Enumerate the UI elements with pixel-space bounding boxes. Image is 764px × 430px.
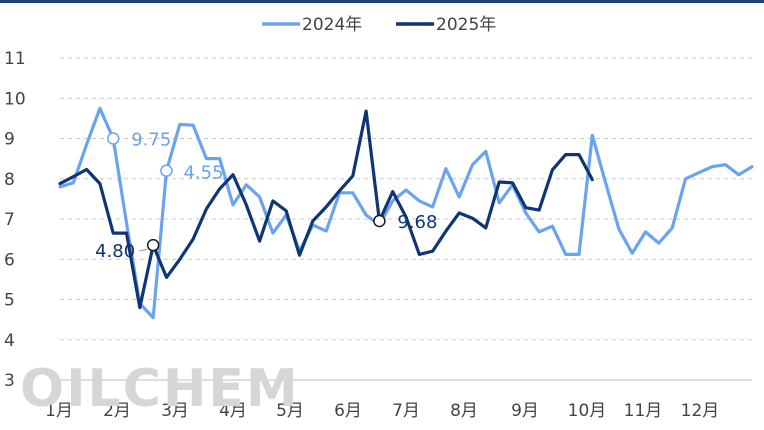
annotation-marker-4.55 <box>160 164 173 177</box>
legend[interactable]: 2024年 2025年 <box>262 15 496 35</box>
annotation-label-4.80: 4.80 <box>95 241 135 262</box>
series-line-2025年 <box>58 109 594 310</box>
y-tick-label-5: 5 <box>4 291 15 311</box>
annotation-marker-9.75 <box>106 132 120 145</box>
x-tick-label-8: 8月 <box>450 401 478 421</box>
annotation-label-4.55: 4.55 <box>183 163 223 184</box>
annotation-label-9.75: 9.75 <box>131 130 171 151</box>
x-tick-label-1: 1月 <box>45 401 73 421</box>
y-tick-label-3: 3 <box>4 371 15 391</box>
top-rule <box>0 0 764 3</box>
annotation-leader-4.80 <box>139 248 148 252</box>
annotation-marker-9.68 <box>373 214 386 228</box>
y-axis: 3 4 5 6 7 8 9 10 11 <box>4 49 26 391</box>
x-tick-label-7: 7月 <box>392 401 420 421</box>
series-group <box>58 106 754 320</box>
x-tick-label-6: 6月 <box>334 401 362 421</box>
legend-label-2024: 2024年 <box>302 15 362 35</box>
x-tick-label-10: 10月 <box>568 401 607 421</box>
x-tick-label-4: 4月 <box>219 401 247 421</box>
x-tick-label-11: 11月 <box>624 401 663 421</box>
y-tick-label-7: 7 <box>4 210 15 230</box>
annotations: 9.75 4.55 4.80 9.68 <box>95 130 437 263</box>
watermark-logo: OILCHEM <box>20 359 300 419</box>
y-tick-label-10: 10 <box>4 89 26 109</box>
series-line-2024年 <box>58 106 754 320</box>
y-tick-label-8: 8 <box>4 170 15 190</box>
y-tick-label-6: 6 <box>4 250 15 270</box>
x-axis: 1月 2月 3月 4月 5月 6月 7月 8月 9月 10月 11月 12月 <box>45 401 719 421</box>
x-tick-label-3: 3月 <box>161 401 189 421</box>
x-tick-label-5: 5月 <box>276 401 304 421</box>
x-tick-label-12: 12月 <box>681 401 720 421</box>
y-tick-label-9: 9 <box>4 130 15 150</box>
y-tick-label-11: 11 <box>4 49 26 69</box>
y-tick-label-4: 4 <box>4 331 15 351</box>
annotation-marker-4.80 <box>146 238 160 252</box>
annotation-label-9.68: 9.68 <box>397 212 437 233</box>
grid <box>60 57 752 381</box>
x-tick-label-9: 9月 <box>511 401 539 421</box>
legend-label-2025: 2025年 <box>436 15 496 35</box>
x-tick-label-2: 2月 <box>103 401 131 421</box>
